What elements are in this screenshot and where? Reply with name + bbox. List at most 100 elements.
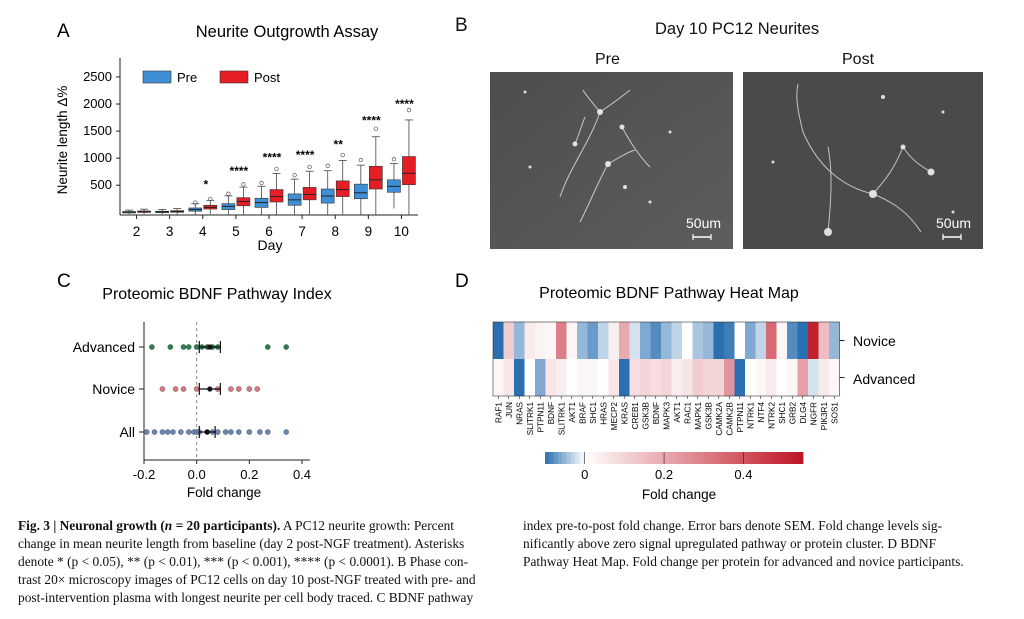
panel-d-chart: D Proteomic BDNF Pathway Heat Map RAF1 JU…	[455, 271, 915, 502]
legend-post-swatch	[219, 70, 249, 84]
data-point	[193, 344, 200, 350]
colorbar-segment	[798, 452, 804, 464]
box-outlier	[406, 107, 412, 113]
data-point	[172, 386, 179, 392]
heatmap-cell	[829, 359, 840, 397]
box-post	[402, 156, 416, 185]
heatmap-cell	[524, 359, 536, 397]
colorbar-segment	[790, 452, 795, 464]
caption-line: Pathway Heat Map. Fold change per protei…	[523, 554, 964, 569]
data-point	[167, 344, 174, 350]
colorbar-segment	[785, 452, 791, 464]
colorbar-segment	[600, 452, 606, 464]
protein-label: NTRK1	[746, 402, 755, 429]
box-post	[369, 165, 383, 190]
colorbar-segment	[622, 452, 628, 464]
heatmap-cell	[734, 359, 746, 397]
heatmap-row-label-advanced: Advanced	[853, 371, 915, 387]
heatmap-cell	[598, 322, 609, 360]
data-point	[143, 429, 150, 435]
x-tick-label: 0.2	[240, 467, 258, 482]
heatmap-cell	[629, 359, 641, 397]
significance-marker: *	[203, 177, 208, 191]
colorbar-segment	[760, 452, 765, 464]
heatmap-cell	[818, 359, 830, 397]
heatmap-cell	[556, 359, 567, 397]
heatmap-cell	[776, 359, 788, 397]
protein-label: AKT1	[673, 402, 682, 423]
data-point	[228, 429, 234, 435]
data-point	[246, 429, 253, 435]
protein-label: NGFR	[809, 402, 818, 425]
colorbar-segment	[699, 452, 705, 464]
box-outlier	[325, 163, 330, 168]
heatmap-cell	[650, 359, 662, 397]
x-tick-label: 3	[166, 224, 174, 239]
protein-label: CAMK2A	[715, 401, 724, 435]
protein-label: NRAS	[515, 401, 524, 424]
protein-label: PTPN11	[736, 402, 745, 433]
heatmap-cell	[619, 322, 630, 360]
heatmap-cell	[587, 322, 599, 360]
colorbar-segment	[717, 452, 722, 464]
protein-label: BRAF	[578, 402, 587, 424]
heatmap-cell	[535, 359, 546, 397]
box-outlier	[358, 157, 363, 163]
mean-point	[207, 386, 213, 392]
colorbar-segment	[566, 452, 572, 464]
heatmap-cell	[692, 359, 704, 397]
protein-label: SHC1	[589, 402, 598, 424]
colorbar-segment	[618, 452, 623, 464]
heatmap-cell	[650, 322, 662, 360]
figure-caption-left: Fig. 3 | Neuronal growth (n = 20 partici…	[18, 517, 518, 607]
colorbar-segment	[738, 452, 744, 464]
data-point	[228, 386, 234, 392]
box-outlier	[241, 182, 246, 187]
group-label: Novice	[92, 381, 135, 397]
heatmap-cell	[493, 322, 504, 360]
significance-marker: **	[334, 137, 344, 151]
protein-label: HRAS	[599, 401, 608, 424]
heatmap-cell	[755, 322, 767, 360]
heatmap-cell	[776, 322, 788, 360]
heatmap-cell	[545, 322, 557, 360]
heatmap-cell	[545, 359, 557, 397]
heatmap-cell	[514, 322, 525, 360]
data-point	[159, 386, 166, 392]
colorbar-tick-label: 0.4	[734, 467, 752, 482]
x-tick-label: 8	[331, 224, 339, 239]
data-point	[236, 386, 242, 392]
heatmap-cell	[503, 322, 515, 360]
data-point	[186, 429, 192, 435]
panel-a-letter: A	[57, 21, 70, 42]
colorbar-segment	[665, 452, 671, 464]
colorbar-segment	[768, 452, 774, 464]
x-tick-label: 7	[298, 224, 306, 239]
colorbar-segment	[613, 452, 619, 464]
micrograph-pre: 50um	[490, 72, 733, 249]
heatmap-cell	[556, 322, 567, 360]
heatmap-cell	[640, 322, 651, 360]
heatmap-cell	[692, 322, 704, 360]
heatmap-cell	[766, 322, 777, 360]
colorbar-segment	[652, 452, 658, 464]
colorbar-segment	[669, 452, 675, 464]
box-outlier	[373, 126, 378, 131]
colorbar-segment	[626, 452, 632, 464]
colorbar-segment	[609, 452, 615, 464]
heatmap-cell	[608, 359, 620, 397]
heatmap-cell	[797, 359, 809, 397]
protein-label: RAC1	[683, 402, 692, 424]
colorbar-segment	[747, 452, 752, 464]
colorbar-segment	[631, 452, 636, 464]
colorbar-segment	[583, 452, 589, 464]
heatmap-cell	[724, 359, 735, 397]
colorbar-segment	[781, 452, 787, 464]
panel-d-title: Proteomic BDNF Pathway Heat Map	[539, 285, 799, 302]
colorbar-segment	[721, 452, 726, 464]
colorbar-segment	[777, 452, 782, 464]
caption-line: denote * (p < 0.05), ** (p < 0.01), *** …	[18, 554, 469, 569]
protein-label: RAF1	[494, 402, 503, 423]
heatmap-cell	[755, 359, 767, 397]
micrograph-pre-scalebar-label: 50um	[686, 215, 721, 231]
